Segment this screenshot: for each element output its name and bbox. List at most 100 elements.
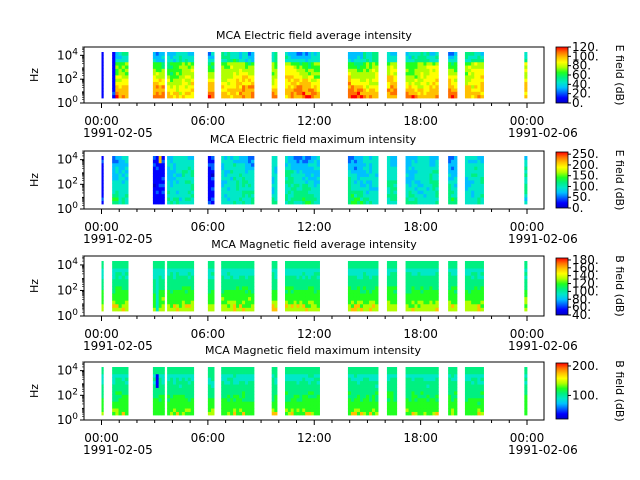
x-tick-label: 00:00 xyxy=(84,220,119,234)
spectrogram-cell xyxy=(290,268,295,273)
spectrogram-cell xyxy=(302,55,306,59)
spectrogram-cell xyxy=(112,58,116,63)
spectrogram-cell xyxy=(227,293,231,298)
colorbar-tick-label: 40. xyxy=(572,77,591,91)
spectrogram-cell xyxy=(474,282,478,287)
spectrogram-cell xyxy=(308,75,312,79)
spectrogram-cell xyxy=(152,75,157,79)
spectrogram-cell xyxy=(316,377,320,382)
spectrogram-cell xyxy=(316,384,320,388)
spectrogram-cell xyxy=(347,307,352,312)
spectrogram-cell xyxy=(242,261,246,265)
spectrogram-cell xyxy=(366,71,370,76)
spectrogram-cell xyxy=(152,183,157,188)
spectrogram-cell xyxy=(347,275,352,280)
spectrogram-cell xyxy=(124,180,129,184)
spectrogram-cell xyxy=(414,282,418,287)
spectrogram-cell xyxy=(274,91,278,96)
spectrogram-cell xyxy=(187,282,192,287)
spectrogram-cell xyxy=(167,180,171,184)
spectrogram-cell xyxy=(411,296,415,301)
spectrogram-cell xyxy=(207,404,212,409)
spectrogram-cell xyxy=(271,275,275,280)
spectrogram-cell xyxy=(308,52,312,56)
spectrogram-cell xyxy=(375,61,379,66)
spectrogram-cell xyxy=(426,94,430,99)
spectrogram-cell xyxy=(101,183,104,188)
spectrogram-cell xyxy=(435,156,439,160)
spectrogram-cell xyxy=(405,271,409,276)
spectrogram-cell xyxy=(350,186,355,191)
spectrogram-cell xyxy=(366,58,370,63)
spectrogram-cell xyxy=(417,65,421,69)
spectrogram-cell xyxy=(250,387,255,392)
spectrogram-cell xyxy=(173,176,177,181)
spectrogram-cell xyxy=(121,183,126,188)
spectrogram-cell xyxy=(296,300,300,305)
spectrogram-cell xyxy=(313,367,318,371)
spectrogram-cell xyxy=(239,186,243,191)
spectrogram-cell xyxy=(353,293,358,298)
spectrogram-cell xyxy=(190,94,195,99)
spectrogram-cell xyxy=(121,275,126,280)
spectrogram-cell xyxy=(366,300,370,305)
spectrogram-cell xyxy=(390,162,394,167)
spectrogram-cell xyxy=(310,373,315,378)
spectrogram-cell xyxy=(112,394,116,399)
spectrogram-cell xyxy=(112,180,116,184)
spectrogram-cell xyxy=(353,78,358,82)
spectrogram-cell xyxy=(429,61,433,66)
spectrogram-cell xyxy=(287,408,292,412)
spectrogram-cell xyxy=(285,367,289,371)
spectrogram-cell xyxy=(121,65,126,69)
spectrogram-cell xyxy=(161,380,165,385)
spectrogram-cell xyxy=(184,166,189,171)
spectrogram-cell xyxy=(464,75,469,79)
spectrogram-cell xyxy=(308,159,312,164)
spectrogram-cell xyxy=(477,197,481,201)
spectrogram-cell xyxy=(474,404,478,409)
spectrogram-cell xyxy=(187,156,192,160)
spectrogram-cell xyxy=(429,68,433,73)
spectrogram-cell xyxy=(170,286,174,290)
colorbar-tick-label: 250. xyxy=(572,147,599,161)
spectrogram-cell xyxy=(420,75,424,79)
spectrogram-cell xyxy=(420,197,424,201)
spectrogram-cell xyxy=(477,71,481,76)
spectrogram-cell xyxy=(480,300,484,305)
spectrogram-cell xyxy=(190,261,195,265)
spectrogram-cell xyxy=(173,286,177,290)
spectrogram-cell xyxy=(359,52,364,56)
spectrogram-cell xyxy=(190,411,195,416)
spectrogram-cell xyxy=(451,169,455,174)
spectrogram-cell xyxy=(350,71,355,76)
spectrogram-cell xyxy=(468,183,472,188)
spectrogram-cell xyxy=(124,404,129,409)
spectrogram-cell xyxy=(187,169,192,174)
spectrogram-cell xyxy=(248,384,252,388)
spectrogram-cell xyxy=(285,268,289,273)
spectrogram-cell xyxy=(210,264,215,269)
spectrogram-cell xyxy=(287,169,292,174)
spectrogram-cell xyxy=(310,68,315,73)
spectrogram-cell xyxy=(405,264,409,269)
spectrogram-cell xyxy=(468,384,472,388)
spectrogram-cell xyxy=(190,75,195,79)
spectrogram-cell xyxy=(161,303,165,308)
spectrogram-cell xyxy=(271,367,275,371)
spectrogram-cell xyxy=(190,180,195,184)
spectrogram-cell xyxy=(152,261,157,265)
spectrogram-cell xyxy=(524,296,528,301)
spectrogram-cell xyxy=(287,65,292,69)
spectrogram-cell xyxy=(287,264,292,269)
spectrogram-cell xyxy=(359,271,364,276)
spectrogram-cell xyxy=(464,166,469,171)
spectrogram-cell xyxy=(316,58,320,63)
spectrogram-cell xyxy=(310,275,315,280)
spectrogram-cell xyxy=(423,387,427,392)
spectrogram-cell xyxy=(155,289,160,294)
spectrogram-cell xyxy=(245,68,249,73)
spectrogram-cell xyxy=(363,91,367,96)
spectrogram-cell xyxy=(408,411,412,416)
spectrogram-cell xyxy=(121,176,126,181)
